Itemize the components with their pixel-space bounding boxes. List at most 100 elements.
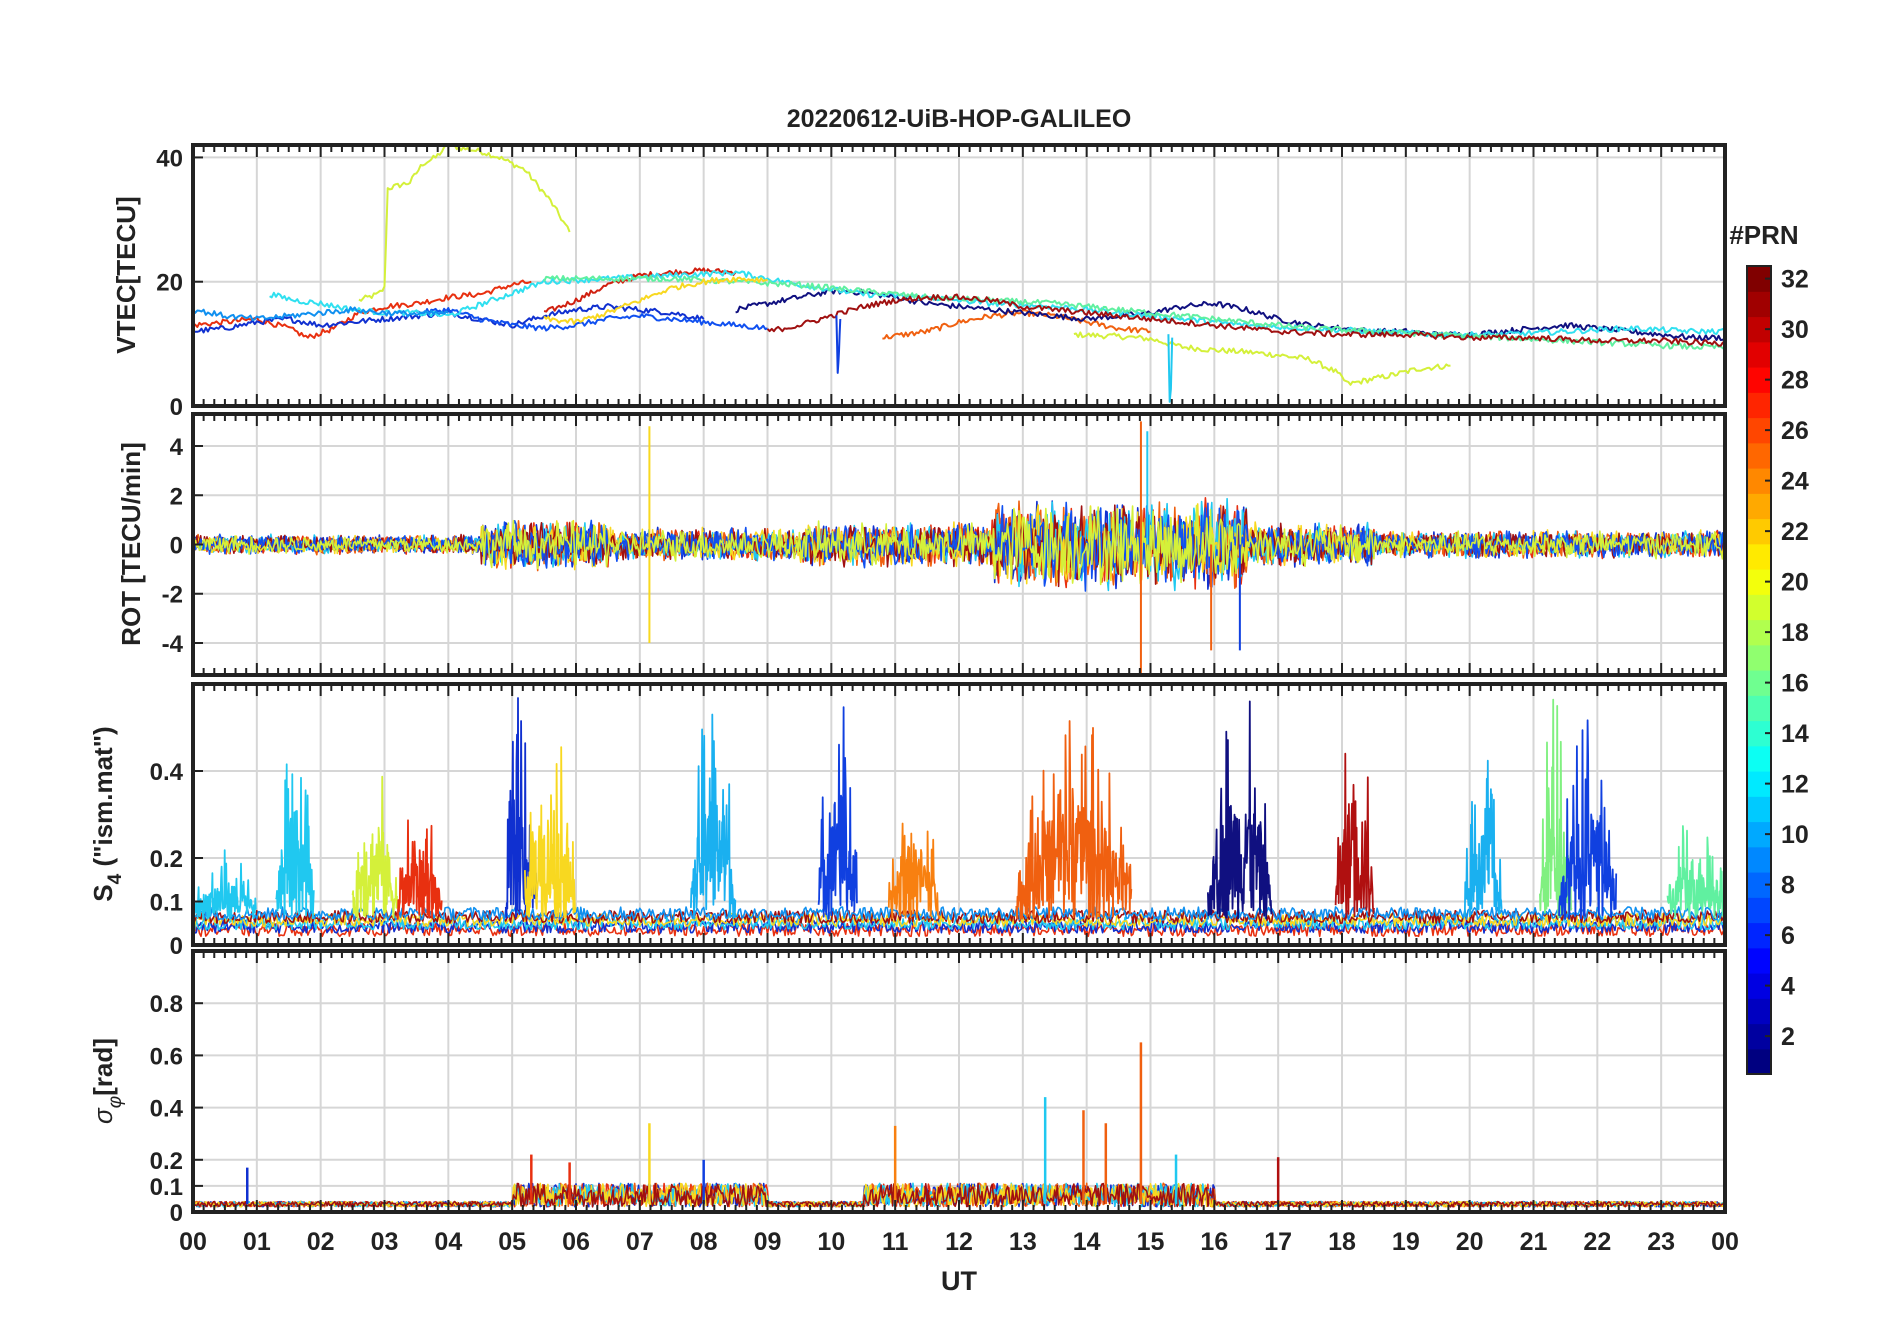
sigma-ylabel-sub: φ bbox=[105, 1096, 126, 1108]
vtec-grid bbox=[193, 145, 1725, 406]
x-tick-label: 00 bbox=[1711, 1228, 1739, 1256]
vtec-ticks: 0 20 40 bbox=[156, 145, 1726, 421]
x-tick-label: 11 bbox=[882, 1228, 909, 1256]
rot-series bbox=[193, 421, 1725, 675]
rot-axes-box bbox=[191, 412, 1727, 677]
colorbar-band bbox=[1747, 644, 1771, 671]
x-tick-label: 00 bbox=[179, 1228, 207, 1256]
s4-ylabel-rest: ("ism.mat") bbox=[88, 726, 118, 873]
x-tick-label: 09 bbox=[754, 1228, 782, 1256]
x-tick-label: 18 bbox=[1328, 1228, 1356, 1256]
colorbar-band bbox=[1747, 392, 1771, 419]
s4-ylabel-main: S bbox=[88, 884, 118, 901]
x-tick-label: 14 bbox=[1073, 1228, 1101, 1256]
series-line bbox=[835, 315, 842, 374]
series-line bbox=[269, 269, 1725, 339]
series-line bbox=[1167, 334, 1174, 403]
sigma-ylabel-rest: [rad] bbox=[88, 1038, 118, 1096]
colorbar-band bbox=[1747, 341, 1771, 368]
series-line bbox=[690, 713, 737, 920]
x-tick-label: 17 bbox=[1264, 1228, 1292, 1256]
colorbar-band bbox=[1747, 947, 1771, 974]
x-tick-label: 15 bbox=[1137, 1228, 1165, 1256]
colorbar-tick-label: 28 bbox=[1781, 367, 1809, 395]
sigma-ylabel-main: σ bbox=[88, 1107, 118, 1124]
colorbar-band bbox=[1747, 442, 1771, 469]
chart-title: 20220612-UiB-HOP-GALILEO bbox=[787, 105, 1132, 133]
rot-ticks: -4 -2 0 2 4 bbox=[162, 414, 1726, 675]
y-tick-label: 0.8 bbox=[150, 991, 183, 1018]
series-line bbox=[1073, 331, 1451, 386]
series-line bbox=[193, 504, 1725, 586]
colorbar-band bbox=[1747, 493, 1771, 520]
vtec-ylabel: VTEC[TECU] bbox=[111, 196, 141, 353]
y-tick-label: 0 bbox=[170, 533, 183, 560]
colorbar-band bbox=[1747, 745, 1771, 772]
x-tick-label: 03 bbox=[371, 1228, 399, 1256]
colorbar-band bbox=[1747, 594, 1771, 621]
y-tick-label: 0.6 bbox=[150, 1043, 183, 1070]
vtec-axes-box bbox=[191, 143, 1727, 408]
series-line bbox=[1207, 700, 1273, 920]
s4-ylabel-sub: 4 bbox=[105, 873, 126, 884]
series-line bbox=[1666, 825, 1725, 920]
y-tick-label: 0 bbox=[170, 394, 183, 421]
s4-ylabel: S4 ("ism.mat") bbox=[88, 726, 126, 901]
panel-s4: 0 0.1 0.2 0.4 S4 ("ism.mat") bbox=[88, 682, 1727, 960]
colorbar-box bbox=[1746, 265, 1772, 1075]
series-line bbox=[1015, 720, 1133, 920]
series-line bbox=[524, 746, 577, 920]
x-tick-label: 05 bbox=[498, 1228, 526, 1256]
series-line bbox=[543, 267, 737, 313]
colorbar-tick-label: 4 bbox=[1781, 973, 1795, 1001]
series-line bbox=[193, 909, 1725, 925]
colorbar-band bbox=[1747, 998, 1771, 1025]
series-line bbox=[193, 306, 449, 321]
colorbar-tick-label: 26 bbox=[1781, 417, 1809, 445]
colorbar-tick-label: 30 bbox=[1781, 316, 1809, 344]
colorbar-tick-label: 2 bbox=[1781, 1023, 1795, 1051]
series-line bbox=[193, 849, 257, 920]
y-tick-label: 0.4 bbox=[150, 759, 184, 786]
y-tick-label: 4 bbox=[170, 434, 184, 461]
s4-series bbox=[193, 697, 1725, 938]
x-tick-label: 13 bbox=[1009, 1228, 1037, 1256]
series-line bbox=[817, 706, 858, 920]
colorbar-band bbox=[1747, 1048, 1771, 1075]
x-tick-label: 16 bbox=[1200, 1228, 1228, 1256]
colorbar-band bbox=[1747, 543, 1771, 570]
colorbar-bands bbox=[1747, 266, 1771, 1075]
sigma-axes-box bbox=[191, 949, 1727, 1214]
series-line bbox=[193, 279, 532, 339]
s4-axes-box bbox=[191, 682, 1727, 947]
colorbar-label: #PRN bbox=[1729, 220, 1798, 250]
series-line bbox=[1462, 759, 1503, 918]
x-tick-label: 23 bbox=[1647, 1228, 1675, 1256]
y-tick-label: 0.1 bbox=[150, 1174, 183, 1201]
series-line bbox=[1334, 752, 1375, 919]
y-tick-label: 0.2 bbox=[150, 1148, 183, 1175]
sigma-grid bbox=[193, 951, 1725, 1212]
series-line bbox=[396, 819, 443, 920]
colorbar-band bbox=[1747, 291, 1771, 318]
x-tick-label: 08 bbox=[690, 1228, 718, 1256]
colorbar-tick-label: 22 bbox=[1781, 518, 1809, 546]
series-line bbox=[882, 309, 1151, 340]
x-tick-label: 04 bbox=[434, 1228, 462, 1256]
x-tick-label: 10 bbox=[817, 1228, 845, 1256]
s4-grid bbox=[193, 684, 1725, 945]
series-line bbox=[1558, 719, 1618, 920]
x-tick-label: 19 bbox=[1392, 1228, 1420, 1256]
y-tick-label: -4 bbox=[162, 631, 184, 658]
panel-sigma-phi: 00.10.2 0.4 0.6 0.8 σφ[rad] bbox=[88, 949, 1727, 1227]
x-tick-label: 02 bbox=[307, 1228, 335, 1256]
y-tick-label: 0 bbox=[170, 933, 183, 960]
x-tick-labels: 00 01 02 03 04 05 06 07 08 09 10 11 12 13 14 15 16 17 18 19… bbox=[179, 1228, 1739, 1256]
panel-rot: -4 -2 0 2 4 ROT [TECU/min] bbox=[116, 412, 1727, 677]
x-tick-label: 22 bbox=[1583, 1228, 1611, 1256]
rot-ylabel: ROT [TECU/min] bbox=[116, 442, 146, 646]
colorbar-band bbox=[1747, 897, 1771, 924]
series-line bbox=[766, 293, 1725, 347]
